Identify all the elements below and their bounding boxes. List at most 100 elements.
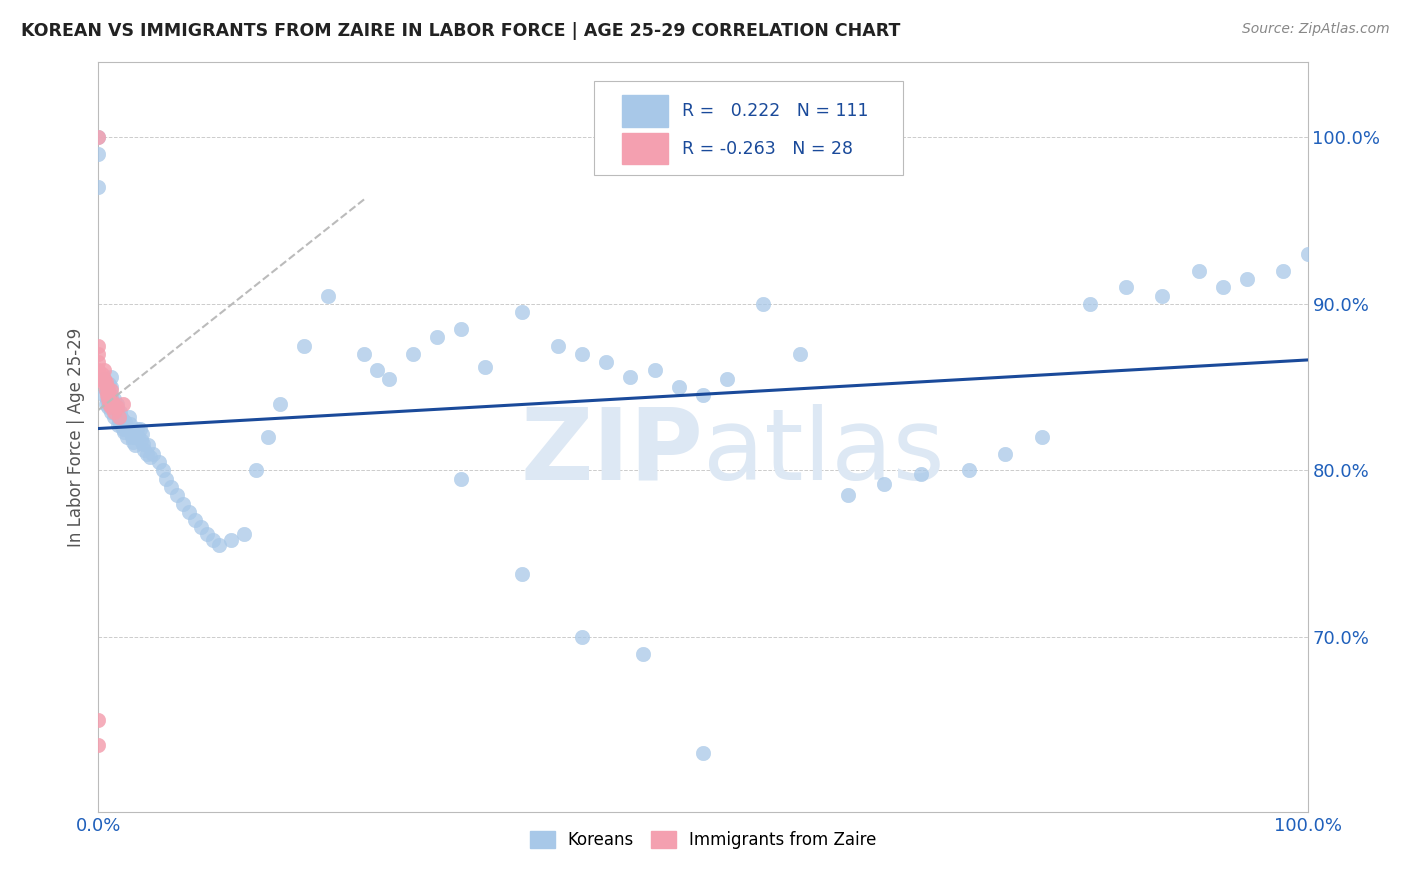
- Point: [131, 426, 153, 441]
- Point: [789, 347, 811, 361]
- Point: [118, 424, 141, 438]
- Point: [114, 415, 136, 429]
- Point: [94, 384, 117, 398]
- Point: [93, 363, 115, 377]
- Point: [269, 397, 291, 411]
- Point: [910, 467, 932, 481]
- Point: [837, 488, 859, 502]
- Bar: [621, 95, 668, 127]
- Point: [1152, 288, 1174, 302]
- Point: [87, 347, 110, 361]
- Point: [117, 430, 139, 444]
- Text: R =   0.222   N = 111: R = 0.222 N = 111: [682, 103, 869, 120]
- Point: [873, 476, 896, 491]
- Point: [101, 397, 124, 411]
- Point: [115, 422, 138, 436]
- Point: [668, 380, 690, 394]
- Point: [366, 363, 388, 377]
- Point: [111, 413, 134, 427]
- Point: [292, 338, 315, 352]
- Point: [118, 417, 141, 431]
- Point: [94, 397, 117, 411]
- Point: [148, 455, 170, 469]
- Point: [1272, 263, 1295, 277]
- Point: [631, 647, 654, 661]
- Text: KOREAN VS IMMIGRANTS FROM ZAIRE IN LABOR FORCE | AGE 25-29 CORRELATION CHART: KOREAN VS IMMIGRANTS FROM ZAIRE IN LABOR…: [21, 22, 900, 40]
- Point: [134, 443, 156, 458]
- Point: [100, 397, 122, 411]
- Point: [87, 363, 110, 377]
- Point: [91, 375, 114, 389]
- Point: [108, 417, 131, 431]
- Point: [402, 347, 425, 361]
- Point: [96, 393, 118, 408]
- Point: [595, 355, 617, 369]
- Point: [108, 405, 131, 419]
- Point: [100, 388, 122, 402]
- Point: [111, 422, 134, 436]
- Point: [111, 397, 134, 411]
- Point: [87, 147, 110, 161]
- Point: [97, 386, 120, 401]
- Point: [644, 363, 666, 377]
- Point: [716, 372, 738, 386]
- Text: atlas: atlas: [703, 403, 945, 500]
- Point: [127, 430, 149, 444]
- Point: [221, 533, 243, 548]
- Point: [103, 405, 125, 419]
- Point: [98, 376, 121, 391]
- Point: [100, 400, 122, 414]
- Point: [96, 388, 118, 402]
- Point: [87, 180, 110, 194]
- Point: [87, 713, 110, 727]
- Point: [510, 566, 533, 581]
- Point: [124, 438, 146, 452]
- Point: [100, 370, 122, 384]
- Point: [426, 330, 449, 344]
- Point: [202, 533, 225, 548]
- Point: [510, 305, 533, 319]
- Point: [142, 447, 165, 461]
- Text: Source: ZipAtlas.com: Source: ZipAtlas.com: [1241, 22, 1389, 37]
- Point: [87, 355, 110, 369]
- Point: [190, 520, 212, 534]
- Point: [184, 513, 207, 527]
- Point: [166, 488, 188, 502]
- Point: [208, 538, 231, 552]
- Point: [256, 430, 278, 444]
- Point: [752, 297, 775, 311]
- Point: [94, 384, 117, 398]
- Point: [87, 130, 110, 145]
- Point: [1188, 263, 1211, 277]
- Point: [172, 497, 194, 511]
- Point: [139, 450, 162, 464]
- Text: R = -0.263   N = 28: R = -0.263 N = 28: [682, 140, 853, 158]
- Point: [152, 463, 174, 477]
- Legend: Koreans, Immigrants from Zaire: Koreans, Immigrants from Zaire: [523, 824, 883, 855]
- Y-axis label: In Labor Force | Age 25-29: In Labor Force | Age 25-29: [67, 327, 86, 547]
- Point: [316, 288, 339, 302]
- Point: [98, 388, 121, 402]
- Point: [155, 472, 177, 486]
- Point: [97, 392, 120, 406]
- Point: [108, 413, 131, 427]
- Point: [1031, 430, 1053, 444]
- Point: [195, 526, 218, 541]
- Point: [692, 388, 714, 402]
- Point: [179, 505, 201, 519]
- Point: [107, 405, 129, 419]
- Point: [87, 372, 110, 386]
- Point: [1115, 280, 1137, 294]
- Point: [100, 392, 122, 406]
- Point: [547, 338, 569, 352]
- Point: [128, 422, 150, 436]
- Point: [105, 409, 128, 423]
- Point: [450, 322, 472, 336]
- Point: [91, 367, 114, 381]
- Point: [97, 400, 120, 414]
- Point: [994, 447, 1017, 461]
- Point: [94, 375, 117, 389]
- Point: [93, 388, 115, 402]
- Point: [108, 410, 131, 425]
- Point: [619, 370, 641, 384]
